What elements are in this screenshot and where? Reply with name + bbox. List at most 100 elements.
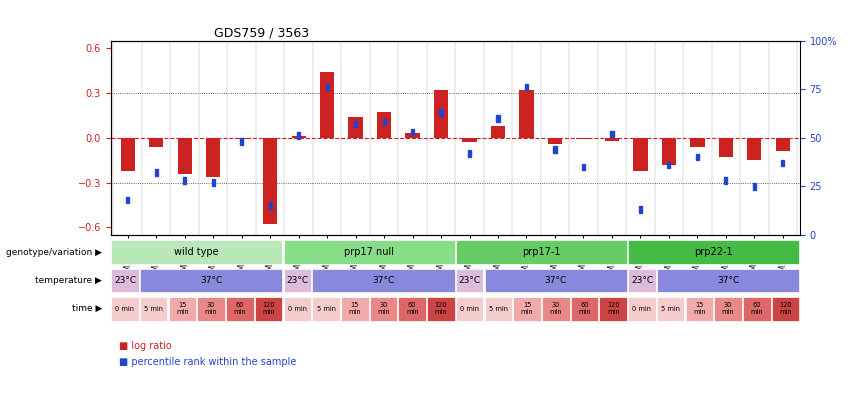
Bar [610,130,614,137]
Bar [140,297,168,321]
Bar [628,269,656,292]
Bar [468,150,471,157]
Text: 60
min: 60 min [233,302,246,315]
Bar [743,297,771,321]
Text: genotype/variation ▶: genotype/variation ▶ [6,247,102,257]
Bar [297,132,300,139]
Bar [111,297,139,321]
Text: time ▶: time ▶ [71,304,102,313]
Bar [140,269,283,292]
Bar [283,297,311,321]
Bar [633,138,648,171]
Text: temperature ▶: temperature ▶ [35,276,102,285]
Text: 15
min: 15 min [693,302,705,315]
Bar [714,297,742,321]
Bar [240,138,243,145]
Text: 5 min: 5 min [661,306,680,312]
Bar [183,177,186,184]
Bar [496,115,500,122]
Bar [519,90,534,138]
Text: 0 min: 0 min [288,306,307,312]
Text: 15
min: 15 min [348,302,361,315]
Bar [369,297,397,321]
Bar [667,162,671,168]
Text: 0 min: 0 min [460,306,479,312]
Bar [434,90,448,138]
Text: 15
min: 15 min [521,302,534,315]
Bar [439,109,443,116]
Bar [582,164,585,170]
Bar [548,138,563,144]
Bar [206,138,220,177]
Bar [605,138,619,141]
Text: wild type: wild type [174,247,219,257]
Text: 120
min: 120 min [262,302,275,315]
Text: 23°C: 23°C [631,276,653,285]
Bar [348,117,363,138]
Bar [254,297,283,321]
Text: 30
min: 30 min [377,302,390,315]
Bar [462,138,477,142]
Text: 5 min: 5 min [488,306,508,312]
Text: 60
min: 60 min [406,302,419,315]
Bar [226,297,254,321]
Text: 120
min: 120 min [780,302,792,315]
Text: prp17-1: prp17-1 [523,247,561,257]
Text: 0 min: 0 min [632,306,652,312]
Text: 5 min: 5 min [317,306,335,312]
Bar [326,84,328,90]
Bar [456,269,483,292]
Bar [484,297,512,321]
Bar [753,183,756,190]
Bar [599,297,627,321]
Text: 120
min: 120 min [435,302,448,315]
Bar [312,269,454,292]
Bar [126,196,129,203]
Bar [513,297,541,321]
Bar [149,138,163,147]
Bar [484,269,627,292]
Bar [553,146,557,153]
Bar [320,72,334,138]
Bar [662,138,676,164]
Bar [542,297,569,321]
Text: GDS759 / 3563: GDS759 / 3563 [214,26,309,39]
Text: 23°C: 23°C [286,276,308,285]
Bar [212,179,214,186]
Bar [283,269,311,292]
Bar [576,138,591,139]
Text: 23°C: 23°C [459,276,481,285]
Bar [398,297,426,321]
Bar [341,297,368,321]
Text: 37°C: 37°C [373,276,395,285]
Bar [377,112,391,138]
Bar [427,297,454,321]
Text: 37°C: 37°C [200,276,222,285]
Text: 30
min: 30 min [722,302,734,315]
Bar [571,297,598,321]
Bar [747,138,762,160]
Text: 23°C: 23°C [114,276,136,285]
Bar [121,138,134,171]
Text: prp22-1: prp22-1 [694,247,733,257]
Bar [283,240,454,264]
Bar [719,138,733,157]
Text: 37°C: 37°C [717,276,740,285]
Text: 15
min: 15 min [176,302,189,315]
Bar [724,177,728,184]
Text: 5 min: 5 min [144,306,163,312]
Bar [111,269,139,292]
Bar [411,128,414,135]
Text: prp17 null: prp17 null [344,247,394,257]
Bar [491,126,505,138]
Bar [155,169,157,176]
Bar [628,297,656,321]
Bar [269,202,271,209]
Text: 120
min: 120 min [607,302,620,315]
Bar [292,136,306,138]
Text: 37°C: 37°C [545,276,567,285]
Bar [456,240,627,264]
Bar [657,269,799,292]
Bar [354,121,357,128]
Bar [690,138,705,147]
